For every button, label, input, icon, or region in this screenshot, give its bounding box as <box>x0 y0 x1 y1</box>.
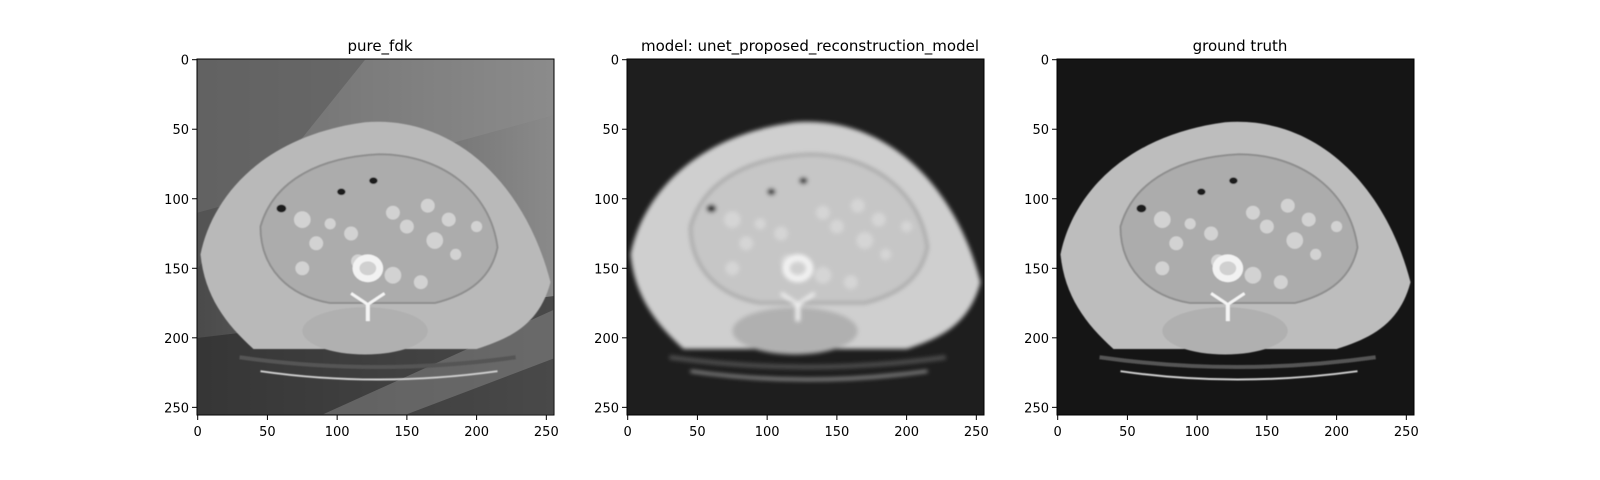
x-tick-label: 150 <box>394 425 419 440</box>
y-tick-label: 50 <box>172 123 189 138</box>
x-tick-label: 200 <box>1324 425 1349 440</box>
y-tick-label: 100 <box>1024 193 1049 208</box>
ct-image <box>197 59 554 415</box>
axes-frame <box>1056 58 1415 416</box>
panel-title: ground truth <box>1192 37 1288 55</box>
panel-pure-fdk: pure_fdk 0 50 100 150 200 250 0 50 100 150 200 250 <box>155 0 595 480</box>
x-tick-label: 150 <box>1254 425 1279 440</box>
panel-model: model: unet_proposed_reconstruction_mode… <box>585 0 1025 480</box>
x-tick-label: 250 <box>534 425 559 440</box>
x-tick-label: 250 <box>1394 425 1419 440</box>
axes-frame <box>196 58 555 416</box>
x-tick-label: 0 <box>1054 425 1062 440</box>
ct-plot: 0 50 100 150 200 250 0 50 100 150 200 250 <box>594 54 989 440</box>
body-slice <box>200 121 551 381</box>
panel-title: model: unet_proposed_reconstruction_mode… <box>640 37 979 55</box>
y-tick-label: 250 <box>164 401 189 416</box>
y-tick-label: 200 <box>164 332 189 347</box>
y-tick-label: 100 <box>164 193 189 208</box>
x-tick-label: 200 <box>894 425 919 440</box>
y-tick-label: 200 <box>594 332 619 347</box>
y-tick-label: 0 <box>181 54 189 69</box>
y-tick-label: 150 <box>164 262 189 277</box>
y-tick-label: 250 <box>594 401 619 416</box>
x-tick-label: 50 <box>1119 425 1136 440</box>
y-tick-label: 50 <box>1032 123 1049 138</box>
x-tick-label: 50 <box>259 425 276 440</box>
y-tick-label: 150 <box>1024 262 1049 277</box>
x-tick-label: 250 <box>964 425 989 440</box>
body-slice <box>1060 121 1411 381</box>
ct-plot: 0 50 100 150 200 250 0 50 100 150 200 250 <box>1024 54 1419 440</box>
y-tick-label: 50 <box>602 123 619 138</box>
y-tick-label: 0 <box>1041 54 1049 69</box>
ct-plot: 0 50 100 150 200 250 0 50 100 150 200 250 <box>164 54 559 440</box>
x-tick-label: 100 <box>325 425 350 440</box>
y-tick-label: 250 <box>1024 401 1049 416</box>
y-tick-label: 200 <box>1024 332 1049 347</box>
y-tick-label: 0 <box>611 54 619 69</box>
x-tick-label: 100 <box>755 425 780 440</box>
body-slice <box>630 121 981 381</box>
axes-frame <box>626 58 985 416</box>
panel-ground-truth: ground truth 0 50 100 150 200 250 0 50 100 150 200… <box>1015 0 1455 480</box>
x-tick-label: 50 <box>689 425 706 440</box>
panel-title: pure_fdk <box>347 37 413 55</box>
x-tick-label: 0 <box>624 425 632 440</box>
x-tick-label: 0 <box>194 425 202 440</box>
x-tick-label: 100 <box>1185 425 1210 440</box>
x-tick-label: 200 <box>464 425 489 440</box>
y-tick-label: 150 <box>594 262 619 277</box>
ct-image <box>1057 59 1414 415</box>
ct-image <box>627 59 984 415</box>
y-tick-label: 100 <box>594 193 619 208</box>
x-tick-label: 150 <box>824 425 849 440</box>
